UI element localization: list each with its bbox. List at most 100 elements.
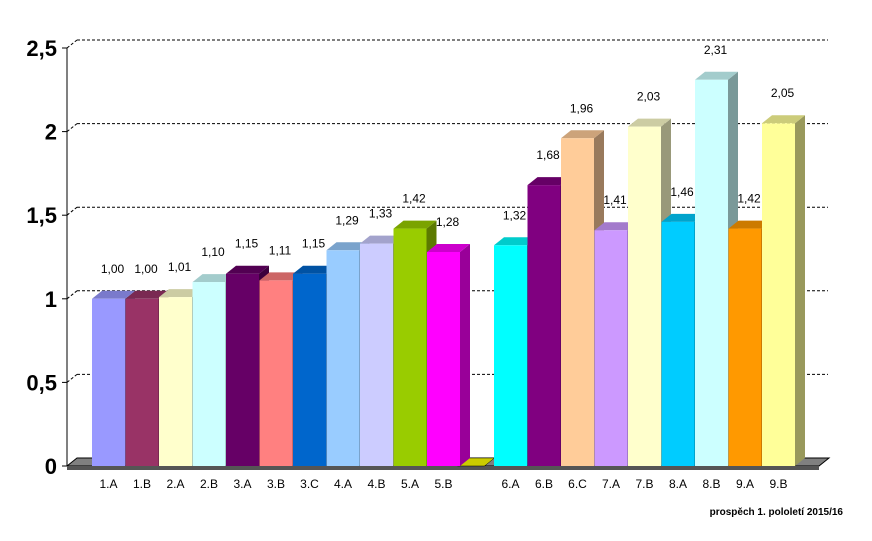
x-tick-label: 2.A (166, 477, 184, 491)
bar-top (92, 290, 135, 299)
x-tick-label: 6.C (568, 477, 587, 491)
x-tick-label: 4.B (367, 477, 385, 491)
floor-front (67, 466, 819, 470)
bar-top (561, 130, 604, 139)
bar-front (527, 185, 561, 466)
x-tick-label: 1.B (133, 477, 151, 491)
bar (762, 115, 805, 467)
data-label: 1,28 (436, 215, 460, 229)
bar-top (125, 290, 169, 299)
x-tick-label: 1.A (99, 477, 117, 491)
x-tick-label: 9.B (769, 477, 787, 491)
data-label: 1,01 (168, 260, 192, 274)
gridline-diagonal (66, 374, 78, 383)
bar-top (259, 272, 303, 281)
data-label: 1,46 (670, 185, 694, 199)
gridline-diagonal (66, 290, 78, 300)
bar-front (494, 245, 527, 466)
data-labels: 1,00 1,00 1,01 1,10 1,15 1,11 1,15 1,29 1,33 1,42… (101, 43, 795, 276)
bar-front (427, 251, 460, 466)
bar-side (460, 243, 470, 466)
bar-front (393, 228, 427, 466)
bar-top (494, 237, 537, 246)
x-tick-label: 5.A (401, 477, 419, 491)
bar-front (695, 79, 728, 466)
bar-top (728, 220, 772, 229)
data-label: 1,11 (269, 243, 292, 257)
bars (92, 71, 805, 467)
data-label: 1,68 (536, 148, 560, 162)
x-tick-label: 3.C (300, 477, 319, 491)
data-label: 1,29 (335, 213, 359, 227)
data-label: 1,42 (402, 192, 426, 206)
bar-front (728, 228, 762, 466)
x-tick-label: 6.B (535, 477, 553, 491)
x-tick-label: 7.B (635, 477, 653, 491)
data-label: 2,31 (704, 43, 728, 57)
data-label: 1,00 (101, 262, 125, 276)
chart-footer: prospěch 1. pololetí 2015/16 (710, 507, 844, 518)
gridline-diagonal (66, 123, 78, 132)
x-tick-label: 2.B (200, 477, 218, 491)
bar-top (393, 220, 437, 229)
data-label: 1,96 (570, 101, 594, 115)
bar-top (762, 115, 805, 124)
bar-front (226, 273, 259, 466)
x-tick-label: 6.A (501, 477, 519, 491)
x-tick-label: 7.A (602, 477, 620, 491)
x-tick-label: 3.A (233, 477, 251, 491)
bar-front (762, 123, 795, 467)
data-label: 1,15 (235, 237, 259, 251)
data-label: 1,41 (603, 193, 627, 207)
bar (427, 243, 470, 466)
bar-front (192, 282, 226, 466)
bar-top (226, 265, 269, 274)
bar-front (259, 280, 293, 466)
data-label: 1,42 (737, 192, 761, 206)
bar-front (125, 298, 159, 466)
bar-side (795, 115, 805, 467)
y-tick-label: 1 (45, 287, 57, 312)
data-label: 2,03 (637, 90, 661, 104)
gridline-diagonal (66, 39, 78, 49)
bar-top (695, 71, 738, 80)
data-label: 1,33 (369, 207, 393, 221)
data-label: 2,05 (771, 86, 795, 100)
data-label: 1,15 (302, 237, 326, 251)
bar-top (293, 265, 336, 274)
gridline-diagonal (66, 206, 78, 216)
bar-front (293, 273, 326, 466)
bar-front (360, 243, 393, 466)
x-tick-label: 4.A (334, 477, 352, 491)
bar-top (628, 118, 671, 127)
data-label: 1,10 (201, 245, 225, 259)
y-tick-label: 2,5 (26, 36, 57, 61)
bar-front (326, 250, 360, 466)
bar-top (326, 242, 370, 251)
bar-top (661, 213, 705, 222)
y-tick-label: 1,5 (26, 203, 57, 228)
x-tick-label: 8.A (669, 477, 687, 491)
x-tick-label: 9.A (736, 477, 754, 491)
data-label: 1,00 (134, 262, 158, 276)
x-axis-ticks: 1.A 1.B 2.A 2.B 3.A 3.B 3.C 4.A 4.B 5.A 5.B 6.A 6.B 6… (99, 477, 787, 491)
bar-front (561, 138, 594, 466)
data-label: 1,32 (503, 208, 527, 222)
bar-top (427, 243, 470, 252)
y-tick-label: 0 (45, 454, 57, 479)
x-tick-label: 3.B (267, 477, 285, 491)
y-tick-label: 0,5 (26, 370, 57, 395)
bar-front (594, 230, 628, 466)
bar-top (360, 235, 403, 244)
x-tick-label: 8.B (702, 477, 720, 491)
bar-top (594, 222, 638, 231)
bar-front (159, 297, 192, 466)
bar-front (92, 298, 125, 466)
bar-top (192, 274, 236, 283)
bar-top (159, 289, 202, 298)
bar-top (527, 177, 571, 186)
bar-front (661, 221, 695, 466)
y-axis: 0 0,5 1 1,5 2 2,5 (26, 36, 68, 479)
y-tick-label: 2 (45, 120, 57, 145)
